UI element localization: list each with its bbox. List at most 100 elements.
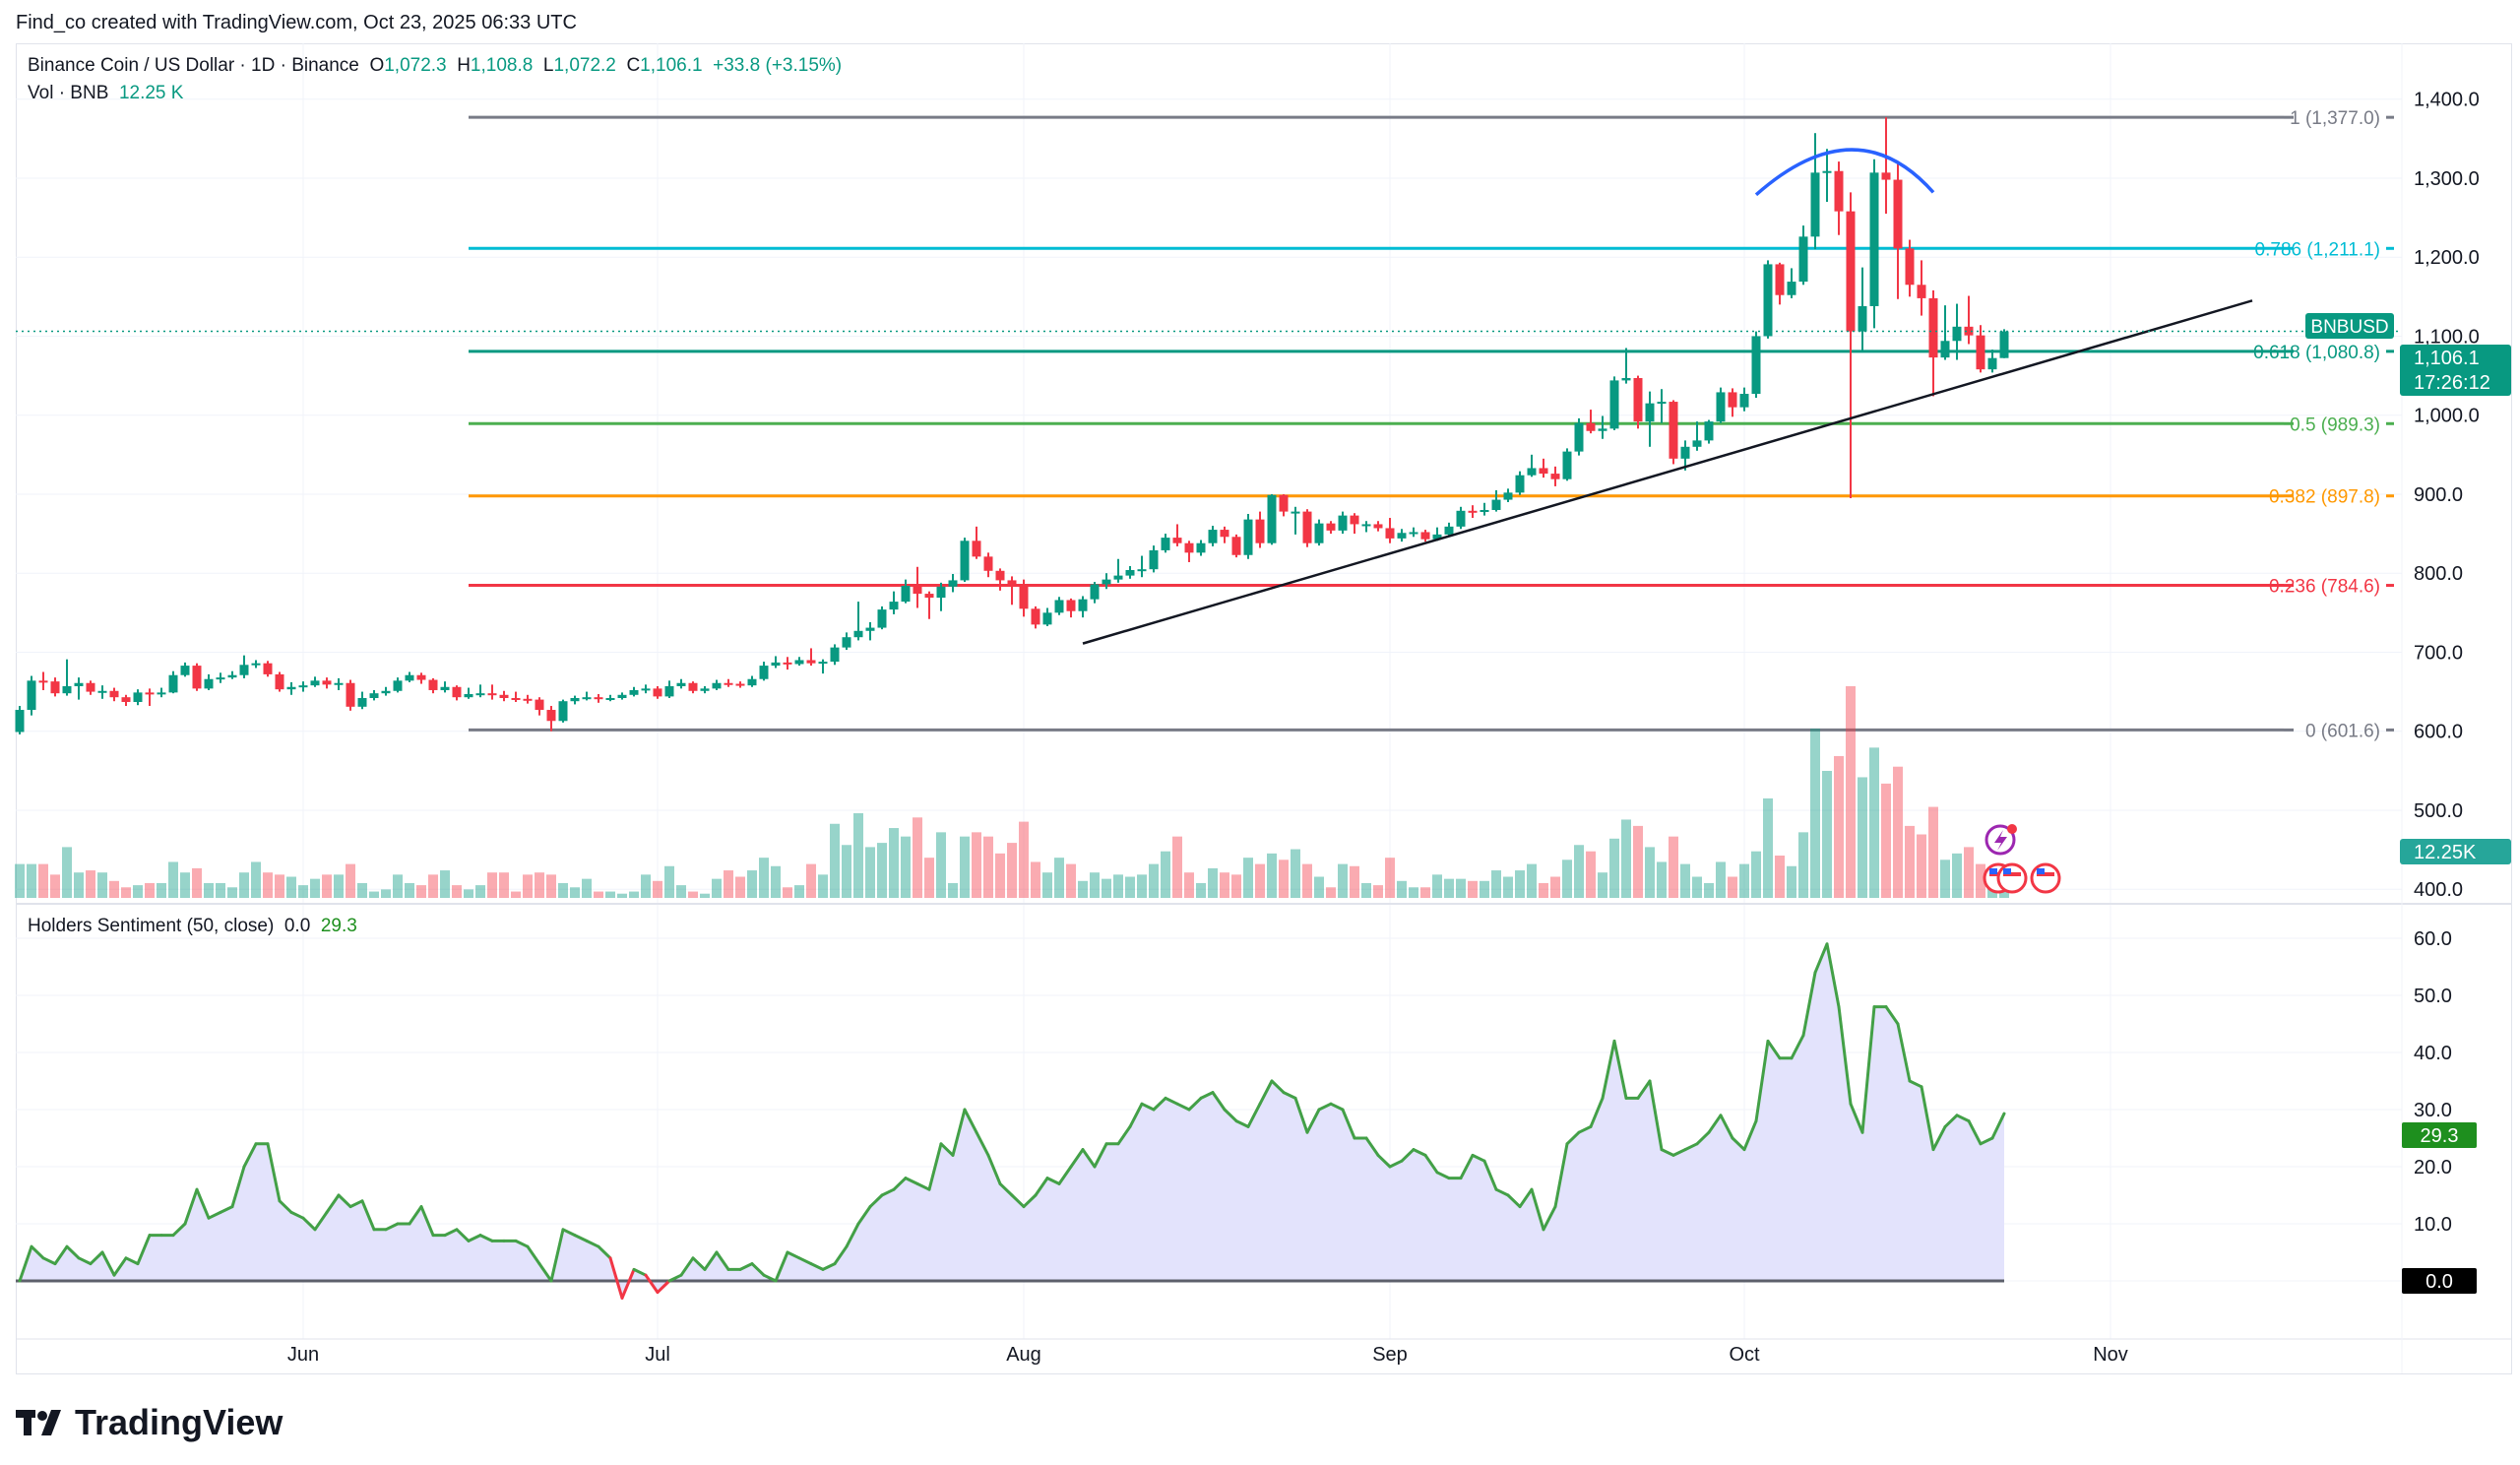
volume-bar [251, 861, 261, 898]
volume-bar [145, 882, 155, 898]
sentiment-line-segment [1577, 1124, 1593, 1134]
candle [1172, 524, 1182, 546]
candle-body [1539, 468, 1548, 475]
candle-body [664, 685, 674, 697]
candle-body [771, 662, 781, 667]
fib-level-label: 0.236 (784.6) [2269, 577, 2380, 598]
sentiment-line-segment [656, 1279, 671, 1295]
rounded-top-arc [1754, 148, 1935, 197]
candle-body [700, 688, 710, 691]
sentiment-line-segment [1648, 1079, 1664, 1152]
volume-bar [1881, 783, 1891, 898]
candle [806, 648, 816, 667]
candle [1550, 466, 1560, 486]
volume-bar [783, 887, 792, 898]
candle-body [570, 697, 580, 702]
volume-bar [263, 872, 273, 898]
candle-body [1527, 468, 1537, 476]
candle [1987, 350, 1997, 373]
sentiment-line-segment [738, 1262, 754, 1271]
candle-body [1350, 515, 1359, 525]
tradingview-logo[interactable]: TradingView [16, 1402, 283, 1443]
volume-bar [464, 889, 473, 898]
candle-body [1645, 403, 1655, 422]
candle-body [1763, 264, 1773, 337]
volume-bar [794, 885, 804, 898]
candle-body [1054, 600, 1064, 613]
candle-body [1302, 511, 1312, 543]
candle [877, 605, 887, 630]
sentiment-line-segment [1010, 1193, 1026, 1209]
candle [1881, 117, 1891, 215]
sentiment-line-segment [939, 1142, 955, 1157]
candle [629, 686, 639, 697]
candle [1078, 596, 1088, 618]
sentiment-line-segment [1081, 1148, 1097, 1169]
indicator-legend[interactable]: Holders Sentiment (50, close) 0.0 29.3 [28, 916, 357, 937]
volume-bar [605, 891, 615, 898]
volume-legend[interactable]: Vol · BNB 12.25 K [28, 83, 183, 104]
volume-bar [1976, 863, 1985, 898]
brand-name: TradingView [75, 1402, 284, 1442]
volume-bar [1704, 882, 1714, 898]
volume-bar [121, 887, 131, 898]
candle [204, 673, 214, 690]
sentiment-line-segment [1825, 942, 1841, 1009]
sentiment-line-segment [880, 1187, 896, 1197]
volume-bar [1373, 885, 1383, 898]
candle [1503, 488, 1513, 502]
candle-body [913, 586, 922, 595]
volume-bar [1491, 870, 1501, 898]
sentiment-line-segment [1199, 1091, 1215, 1100]
candle-body [1515, 475, 1525, 493]
volume-bar [901, 836, 911, 898]
candle-body [1952, 326, 1962, 342]
volume-bar [558, 882, 568, 898]
candle [1444, 522, 1454, 538]
volume-bar [1905, 825, 1915, 898]
candle [1208, 526, 1218, 546]
volume-bar [1231, 874, 1241, 898]
sentiment-line-segment [325, 1193, 341, 1214]
sentiment-line-segment [1246, 1102, 1262, 1128]
volume-bar [842, 845, 851, 898]
volume-bar [1172, 836, 1182, 898]
candle [523, 694, 533, 704]
low-value: 1,072.2 [553, 55, 616, 76]
sentiment-axis-label: 30.0 [2414, 1100, 2452, 1121]
volume-bar [1409, 887, 1418, 898]
candle-body [747, 678, 757, 686]
chart-credit: Find_co created with TradingView.com, Oc… [16, 12, 577, 33]
close-label: C [626, 55, 641, 76]
sentiment-line-segment [183, 1187, 199, 1226]
sentiment-line-segment [1412, 1148, 1427, 1157]
volume-bar [357, 882, 367, 898]
candle-body [1184, 542, 1194, 553]
candle [605, 694, 615, 702]
candle-body [15, 710, 25, 732]
symbol-legend[interactable]: Binance Coin / US Dollar · 1D · Binance … [28, 55, 842, 77]
candle [1314, 519, 1324, 546]
volume-tag [2400, 839, 2511, 864]
sentiment-line-segment [65, 1244, 81, 1260]
candle-body [1858, 305, 1867, 332]
candle-body [1917, 285, 1926, 298]
price-axis-label: 800.0 [2414, 563, 2463, 585]
volume-bar [180, 872, 190, 898]
volume-bar [298, 885, 308, 898]
sentiment-line-segment [1967, 1119, 1983, 1146]
sentiment-line-segment [1128, 1102, 1144, 1128]
candle-body [1042, 612, 1052, 625]
candle-body [334, 682, 344, 685]
notification-dot-icon [2007, 824, 2017, 834]
lightning-icon-glyph [1994, 830, 2007, 851]
candle-body [405, 674, 414, 681]
volume-bar [1267, 853, 1277, 898]
candle-body [1385, 528, 1395, 539]
fib-level-label: 1 (1,377.0) [2290, 108, 2380, 129]
sentiment-line-segment [1683, 1142, 1699, 1152]
sentiment-line-segment [1518, 1187, 1534, 1209]
volume-bar [1822, 771, 1832, 898]
candle-body [1810, 172, 1820, 237]
